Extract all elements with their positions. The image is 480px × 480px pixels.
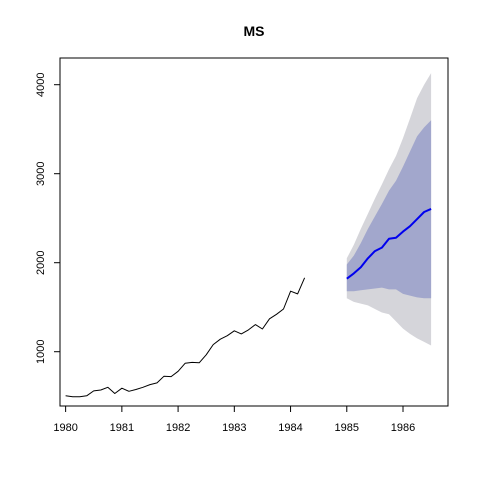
chart-title: MS — [244, 23, 265, 39]
y-tick-label: 1000 — [35, 339, 47, 363]
x-tick-label: 1984 — [278, 422, 302, 434]
x-tick-label: 1985 — [335, 422, 359, 434]
y-tick-label: 3000 — [35, 161, 47, 185]
prediction-interval-bands — [346, 73, 432, 346]
forecast-line — [346, 207, 432, 280]
y-axis: 1000 2000 3000 4000 — [35, 72, 61, 364]
x-tick-label: 1983 — [222, 422, 246, 434]
y-tick-label: 4000 — [35, 72, 47, 96]
series-lines — [65, 207, 432, 398]
observed-line — [65, 277, 306, 398]
x-tick-label: 1982 — [166, 422, 190, 434]
x-axis: 1980 1981 1982 1983 1984 1985 1986 — [53, 405, 415, 434]
y-tick-label: 2000 — [35, 250, 47, 274]
inner-interval-band — [346, 120, 432, 299]
x-tick-label: 1980 — [53, 422, 77, 434]
x-tick-label: 1986 — [391, 422, 415, 434]
x-tick-label: 1981 — [110, 422, 134, 434]
